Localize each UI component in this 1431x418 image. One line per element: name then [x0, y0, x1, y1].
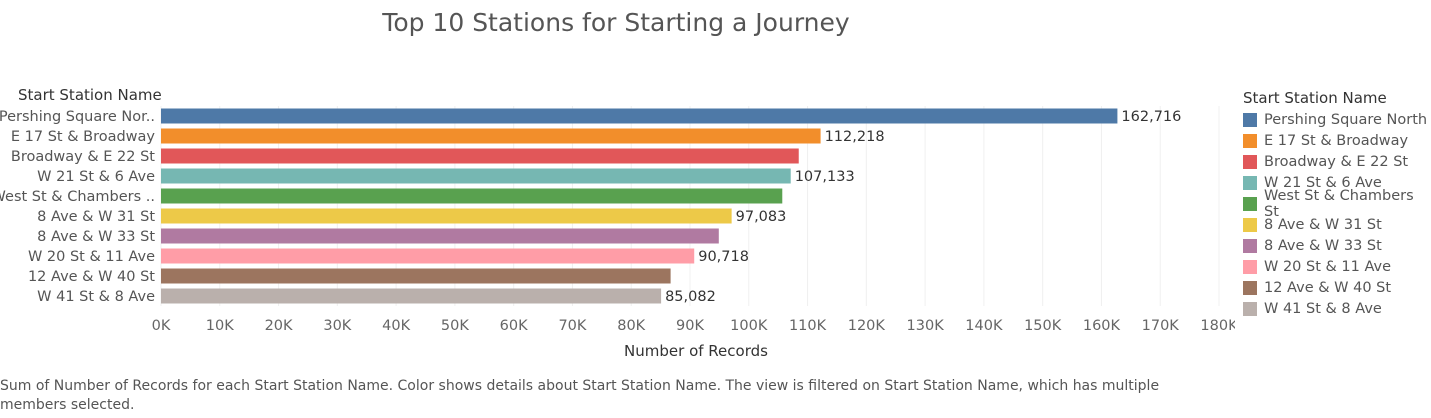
x-axis-label: Number of Records: [624, 342, 768, 360]
legend-swatch: [1243, 112, 1257, 127]
row-header: Start Station Name: [18, 86, 162, 104]
bar[interactable]: [161, 168, 791, 184]
y-category-label: W 21 St & 6 Ave: [37, 169, 155, 185]
bar-data-label: 97,083: [736, 209, 787, 225]
legend-label: 8 Ave & W 31 St: [1264, 216, 1382, 233]
bar[interactable]: [161, 228, 719, 244]
bar[interactable]: [161, 128, 821, 144]
x-tick-label: 140K: [965, 318, 1003, 334]
legend-label: 8 Ave & W 33 St: [1264, 237, 1382, 254]
y-category-label: E 17 St & Broadway: [11, 129, 156, 145]
x-tick-label: 160K: [1083, 318, 1121, 334]
legend-item[interactable]: Pershing Square North: [1243, 109, 1431, 130]
legend-title: Start Station Name: [1243, 89, 1387, 107]
x-tick-label: 180K: [1200, 318, 1235, 334]
chart-title: Top 10 Stations for Starting a Journey: [382, 8, 850, 37]
legend-swatch: [1243, 280, 1257, 295]
legend-swatch: [1243, 175, 1257, 190]
y-category-label: 8 Ave & W 31 St: [37, 209, 155, 225]
x-tick-label: 20K: [265, 318, 293, 334]
legend-label: 12 Ave & W 40 St: [1264, 279, 1392, 296]
y-category-label: 8 Ave & W 33 St: [37, 229, 155, 245]
legend-label: E 17 St & Broadway: [1264, 132, 1409, 149]
bar-data-label: 112,218: [825, 129, 885, 145]
legend-label: W 21 St & 6 Ave: [1264, 174, 1382, 191]
y-category-label: W 20 St & 11 Ave: [28, 249, 155, 265]
x-tick-label: 100K: [730, 318, 768, 334]
chart-caption: Sum of Number of Records for each Start …: [0, 378, 1160, 413]
legend-swatch: [1243, 154, 1257, 169]
bar-chart: 162,716112,218107,13397,08390,71885,082 …: [0, 106, 1235, 360]
bar-data-label: 90,718: [698, 249, 749, 265]
y-category-label: 12 Ave & W 40 St: [28, 269, 155, 285]
legend-item[interactable]: W 41 St & 8 Ave: [1243, 298, 1431, 319]
legend-item[interactable]: W 21 St & 6 Ave: [1243, 172, 1431, 193]
y-category-label: W 41 St & 8 Ave: [37, 289, 155, 305]
bar[interactable]: [161, 208, 732, 224]
y-category-label: West St & Chambers ..: [0, 189, 155, 205]
bar[interactable]: [161, 108, 1118, 124]
bar-data-label: 85,082: [665, 289, 716, 305]
x-tick-label: 80K: [617, 318, 645, 334]
legend-swatch: [1243, 259, 1257, 274]
bar[interactable]: [161, 288, 662, 304]
x-tick-label: 120K: [848, 318, 886, 334]
legend-item[interactable]: E 17 St & Broadway: [1243, 130, 1431, 151]
bar[interactable]: [161, 268, 671, 284]
bar-data-label: 107,133: [795, 169, 855, 185]
x-tick-label: 150K: [1024, 318, 1062, 334]
legend-item[interactable]: W 20 St & 11 Ave: [1243, 256, 1431, 277]
x-tick-label: 60K: [500, 318, 528, 334]
y-category-label: Pershing Square Nor..: [0, 109, 155, 125]
x-tick-label: 70K: [558, 318, 586, 334]
legend-item[interactable]: Broadway & E 22 St: [1243, 151, 1431, 172]
legend-label: W 20 St & 11 Ave: [1264, 258, 1392, 275]
legend-label: W 41 St & 8 Ave: [1264, 300, 1382, 317]
bar[interactable]: [161, 188, 783, 204]
legend-item[interactable]: 8 Ave & W 33 St: [1243, 235, 1431, 256]
legend-swatch: [1243, 238, 1257, 253]
x-tick-label: 50K: [441, 318, 469, 334]
legend: Start Station Name Pershing Square North…: [1243, 89, 1431, 319]
y-category-label: Broadway & E 22 St: [11, 149, 155, 165]
x-tick-label: 170K: [1142, 318, 1180, 334]
legend-swatch: [1243, 196, 1257, 211]
x-tick-label: 30K: [323, 318, 351, 334]
legend-label: Broadway & E 22 St: [1264, 153, 1409, 170]
legend-swatch: [1243, 217, 1257, 232]
bar[interactable]: [161, 148, 799, 164]
bar[interactable]: [161, 248, 695, 264]
legend-item[interactable]: 8 Ave & W 31 St: [1243, 214, 1431, 235]
x-tick-label: 10K: [206, 318, 234, 334]
x-tick-label: 130K: [907, 318, 945, 334]
bar-data-label: 162,716: [1121, 109, 1181, 125]
legend-swatch: [1243, 133, 1257, 148]
legend-label: West St & Chambers St: [1264, 187, 1414, 220]
x-tick-label: 90K: [676, 318, 704, 334]
legend-swatch: [1243, 301, 1257, 316]
legend-label: Pershing Square North: [1264, 111, 1428, 128]
x-tick-label: 40K: [382, 318, 410, 334]
x-tick-label: 110K: [789, 318, 827, 334]
legend-item[interactable]: West St & Chambers St: [1243, 188, 1431, 220]
x-tick-label: 0K: [152, 318, 171, 334]
legend-item[interactable]: 12 Ave & W 40 St: [1243, 277, 1431, 298]
